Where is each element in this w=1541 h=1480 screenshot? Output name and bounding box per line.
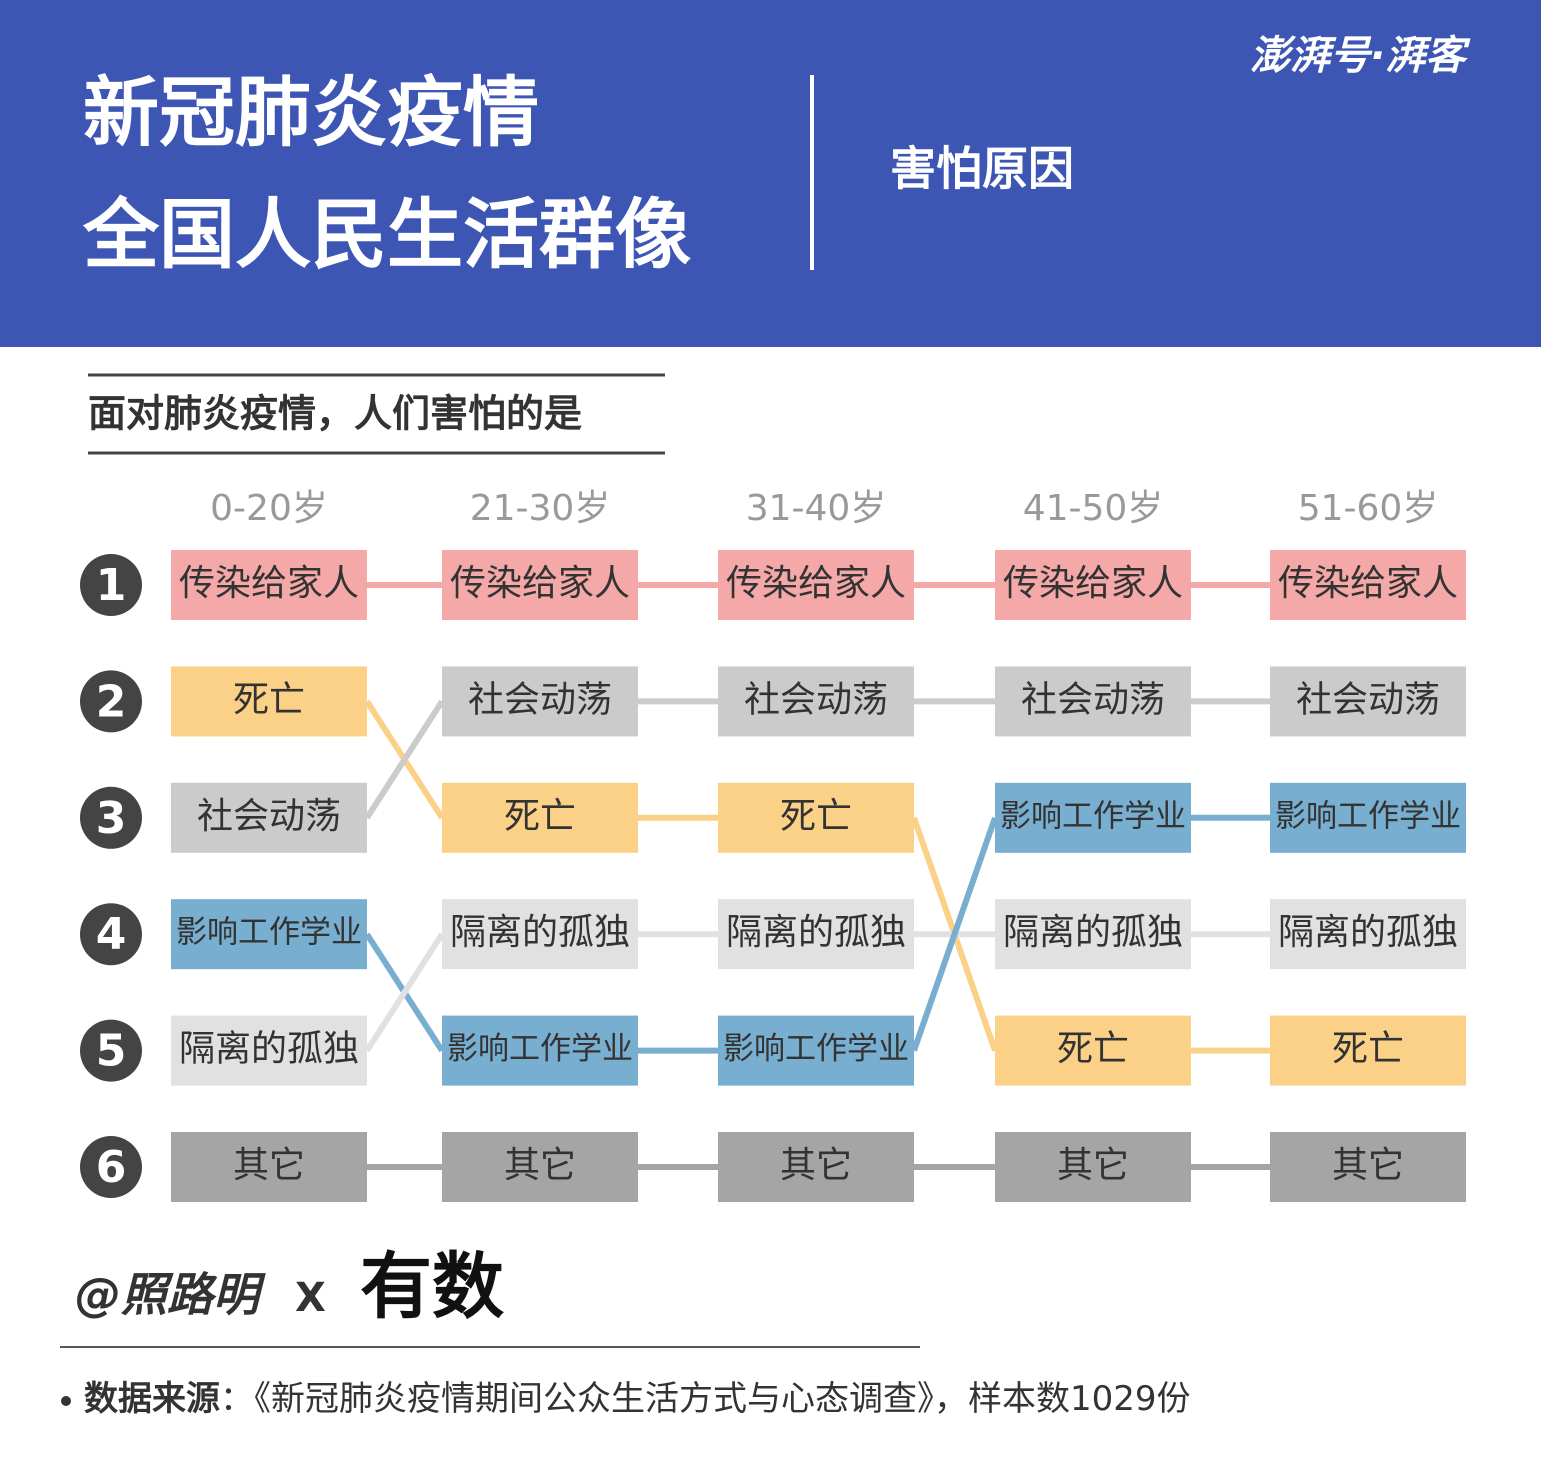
credit: @照路明 [75, 1268, 266, 1322]
reason-label: 传染给家人 [726, 563, 906, 604]
reason-label: 死亡 [504, 796, 576, 837]
cross: X [295, 1275, 326, 1321]
reason-label: 传染给家人 [450, 563, 630, 604]
group-label: 41-50岁 [1023, 488, 1164, 529]
rank-badge [80, 554, 142, 616]
logo: 澎湃号·湃客 [1250, 33, 1471, 79]
rank-badge [80, 1136, 142, 1198]
group-label: 51-60岁 [1298, 488, 1439, 529]
reason-label: 社会动荡 [468, 679, 612, 720]
reason-box [995, 782, 1191, 853]
reason-box [718, 550, 914, 620]
reason-box [995, 666, 1191, 737]
source-text: ：《新冠肺炎疫情期间公众生活方式与心态调查》，样本数1029份 [220, 1379, 1191, 1419]
reason-box [995, 1015, 1191, 1086]
reason-label: 传染给家人 [179, 563, 359, 604]
rank-badge [80, 1019, 142, 1082]
rank-number: 6 [96, 1142, 127, 1193]
reason-box [171, 666, 367, 737]
reason-label: 社会动荡 [744, 679, 888, 720]
reason-box [718, 782, 914, 853]
reason-label: 其它 [1057, 1145, 1129, 1186]
reason-box [1270, 899, 1466, 970]
reason-label: 影响工作学业 [723, 1031, 909, 1067]
rank-number: 1 [96, 560, 127, 611]
reason-box [442, 666, 638, 737]
reason-label: 社会动荡 [1021, 679, 1165, 720]
reason-box [442, 550, 638, 620]
reason-box [1270, 1132, 1466, 1202]
group-label: 31-40岁 [746, 488, 887, 529]
header-band [0, 0, 1541, 347]
reason-label: 死亡 [1332, 1029, 1404, 1070]
reason-label: 隔离的孤独 [726, 912, 906, 953]
rank-number: 5 [96, 1026, 127, 1077]
reason-label: 死亡 [233, 679, 305, 720]
ranking-chart: 1234560-20岁传染给家人死亡社会动荡影响工作学业隔离的孤独其它21-30… [80, 488, 1466, 1202]
bullet [61, 1396, 71, 1406]
reason-box [171, 1132, 367, 1202]
reason-label: 隔离的孤独 [179, 1029, 359, 1070]
reason-box [442, 782, 638, 853]
reason-label: 隔离的孤独 [450, 912, 630, 953]
connector [911, 816, 998, 1052]
connector [364, 699, 445, 820]
reason-label: 其它 [780, 1145, 852, 1186]
reason-box [171, 550, 367, 620]
reason-box [171, 899, 367, 970]
reason-box [171, 782, 367, 853]
reason-box [442, 899, 638, 970]
reason-box [995, 899, 1191, 970]
reason-label: 其它 [1332, 1145, 1404, 1186]
source-label: 数据来源 [84, 1379, 220, 1419]
connector [364, 932, 445, 1053]
reason-label: 影响工作学业 [176, 915, 362, 951]
reason-box [171, 1015, 367, 1086]
title-line: 全国人民生活群像 [82, 190, 691, 279]
rank-badge [80, 903, 142, 966]
title-line: 新冠肺炎疫情 [83, 68, 539, 157]
reason-label: 死亡 [1057, 1029, 1129, 1070]
reason-box [1270, 782, 1466, 853]
reason-label: 其它 [233, 1145, 305, 1186]
subtitle: 害怕原因 [890, 142, 1074, 196]
reason-label: 影响工作学业 [1000, 798, 1186, 834]
reason-box [995, 1132, 1191, 1202]
reason-label: 死亡 [780, 796, 852, 837]
reason-box [718, 899, 914, 970]
question: 面对肺炎疫情，人们害怕的是 [88, 392, 582, 436]
reason-box [1270, 1015, 1466, 1086]
reason-label: 隔离的孤独 [1003, 912, 1183, 953]
reason-label: 社会动荡 [1296, 679, 1440, 720]
reason-box [442, 1132, 638, 1202]
partner-logo: 有数 [360, 1245, 504, 1329]
reason-label: 影响工作学业 [447, 1031, 633, 1067]
reason-label: 传染给家人 [1003, 563, 1183, 604]
reason-box [442, 1015, 638, 1086]
rank-number: 3 [96, 793, 127, 844]
group-label: 21-30岁 [470, 488, 611, 529]
reason-label: 隔离的孤独 [1278, 912, 1458, 953]
source: 数据来源：《新冠肺炎疫情期间公众生活方式与心态调查》，样本数1029份 [84, 1379, 1191, 1419]
group-label: 0-20岁 [210, 488, 328, 529]
reason-box [718, 666, 914, 737]
reason-label: 影响工作学业 [1275, 798, 1461, 834]
reason-label: 传染给家人 [1278, 563, 1458, 604]
rank-badge [80, 670, 142, 733]
reason-label: 社会动荡 [197, 796, 341, 837]
rank-number: 2 [96, 676, 127, 727]
rank-badge [80, 786, 142, 849]
rank-number: 4 [96, 909, 127, 960]
reason-box [718, 1015, 914, 1086]
reason-box [1270, 550, 1466, 620]
reason-box [995, 550, 1191, 620]
reason-box [718, 1132, 914, 1202]
reason-label: 其它 [504, 1145, 576, 1186]
reason-box [1270, 666, 1466, 737]
